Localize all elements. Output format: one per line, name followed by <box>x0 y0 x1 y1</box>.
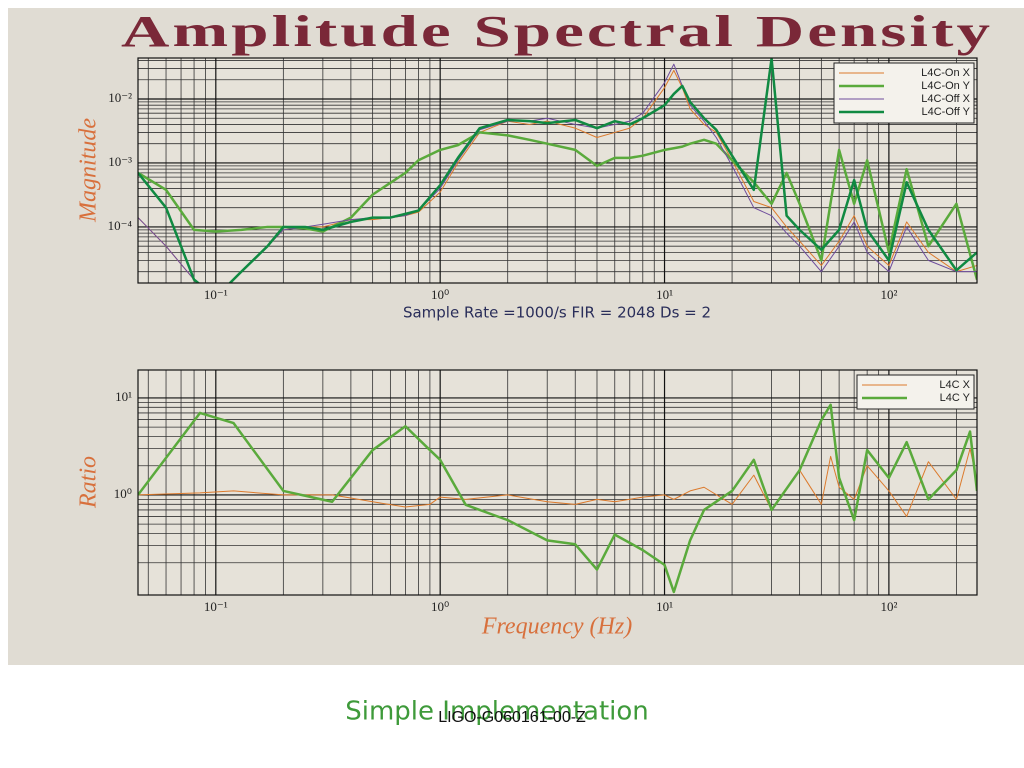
x-tick-label: 10⁰ <box>431 287 449 302</box>
y-axis-label: Magnitude <box>76 118 102 223</box>
y-tick-label: 10⁰ <box>114 486 132 501</box>
y-tick-label: 10¹ <box>115 389 132 404</box>
series-group <box>138 403 977 594</box>
x-tick-label: 10⁻¹ <box>204 599 228 614</box>
series-line <box>138 403 977 594</box>
x-tick-label: 10⁰ <box>431 599 449 614</box>
series-line <box>138 448 977 517</box>
y-axis-label: Ratio <box>76 456 102 509</box>
x-tick-label: 10¹ <box>656 599 673 614</box>
x-tick-label: 10² <box>880 287 897 302</box>
x-axis-label: Frequency (Hz) <box>481 614 632 640</box>
series-line <box>138 58 977 283</box>
plot-frame <box>137 369 978 596</box>
slide-caption: Simple Implementation <box>345 697 649 727</box>
y-tick-label: 10⁻² <box>108 90 132 105</box>
plot-frame <box>137 57 978 284</box>
legend-label: L4C-Off X <box>921 93 970 105</box>
legend-label: L4C-On X <box>921 67 971 79</box>
y-tick-label: 10⁻⁴ <box>108 218 133 233</box>
legend-label: L4C X <box>939 379 970 391</box>
legend-label: L4C-On Y <box>921 80 970 92</box>
series-group <box>138 58 977 283</box>
series-line <box>138 131 977 280</box>
plot-area <box>138 370 977 595</box>
legend-label: L4C Y <box>940 392 971 404</box>
chart-title: Amplitude Spectral Density <box>121 7 993 56</box>
x-tick-label: 10² <box>880 599 897 614</box>
x-axis-label: Sample Rate =1000/s FIR = 2048 Ds = 2 <box>403 304 711 322</box>
series-line <box>138 63 977 283</box>
legend-label: L4C-Off Y <box>921 106 970 118</box>
y-tick-label: 10⁻³ <box>108 154 132 169</box>
legend-box <box>856 374 975 410</box>
document-id: LIGO-G060161-00-Z <box>438 709 586 726</box>
x-tick-label: 10¹ <box>656 287 673 302</box>
x-tick-label: 10⁻¹ <box>204 287 228 302</box>
